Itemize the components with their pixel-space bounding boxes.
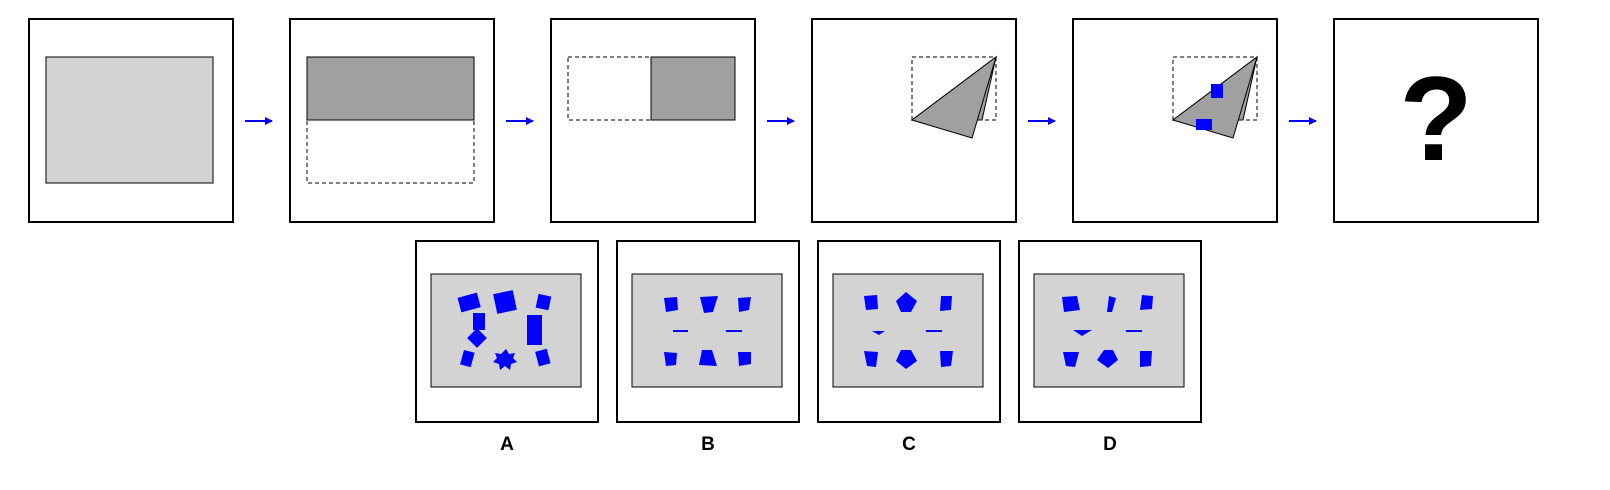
option-a[interactable]: A (415, 240, 599, 455)
punch-hole-1 (1211, 84, 1223, 98)
step-4-fold-diagonal (811, 18, 1017, 223)
step-3-fold-right (550, 18, 756, 223)
option-c-label: C (902, 434, 916, 455)
step-1-unfolded-paper (28, 18, 234, 223)
option-c[interactable]: C (817, 240, 1001, 455)
option-d[interactable]: D (1018, 240, 1202, 455)
step-2-fold-up (289, 18, 495, 223)
option-a-label: A (500, 434, 514, 455)
option-b[interactable]: B (616, 240, 800, 455)
question-mark: ? (1399, 52, 1472, 186)
option-d-label: D (1103, 434, 1117, 455)
question-panel: ? (1333, 18, 1539, 223)
step-5-punch-holes (1072, 18, 1278, 223)
punch-hole-2 (1196, 119, 1212, 130)
option-b-label: B (701, 434, 715, 455)
